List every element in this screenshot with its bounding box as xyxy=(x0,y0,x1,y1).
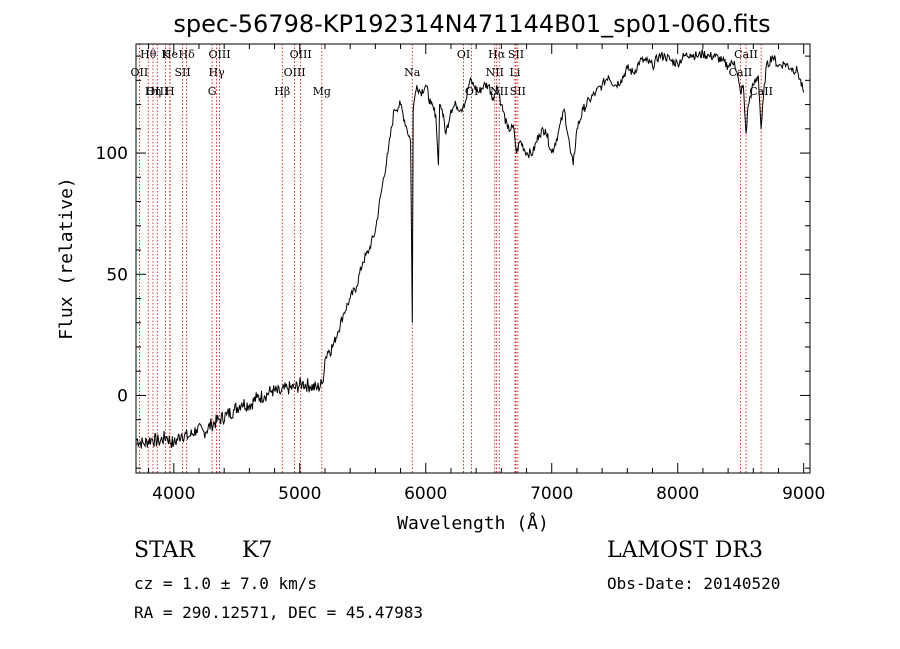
y-axis-label: Flux (relative) xyxy=(56,177,77,340)
x-tick-label: 7000 xyxy=(530,484,573,504)
y-tick-label: 0 xyxy=(117,386,128,406)
line-marker-label: H xyxy=(165,85,175,98)
line-marker-label: Li xyxy=(510,66,521,79)
x-tick-label: 8000 xyxy=(656,484,699,504)
line-marker-label: NII xyxy=(486,66,504,79)
x-axis-label: Wavelength (Å) xyxy=(397,512,549,534)
line-marker-label: SII xyxy=(508,48,524,61)
line-marker-label: OIII xyxy=(146,85,168,98)
x-tick-label: 4000 xyxy=(152,484,195,504)
line-marker-label: OII xyxy=(131,66,149,79)
line-marker-label: SII xyxy=(174,66,190,79)
line-marker-label: OIII xyxy=(208,48,230,61)
line-marker-label: G xyxy=(208,85,217,98)
line-marker-label: OI xyxy=(457,48,470,61)
survey-label: LAMOST DR3 xyxy=(607,538,763,563)
line-marker-label: CaII xyxy=(749,85,773,98)
line-marker-label: K xyxy=(161,48,170,61)
x-tick-label: 5000 xyxy=(278,484,321,504)
x-tick-label: 9000 xyxy=(782,484,825,504)
line-marker-label: Hγ xyxy=(209,66,226,79)
line-marker-label: Hη xyxy=(145,85,161,98)
x-tick-label: 6000 xyxy=(404,484,447,504)
coordinates: RA = 290.12571, DEC = 45.47983 xyxy=(134,603,423,622)
redshift-velocity: cz = 1.0 ± 7.0 km/s xyxy=(134,574,318,593)
object-class: STAR xyxy=(134,538,195,563)
line-marker-label: Mg xyxy=(313,85,331,98)
line-marker-label: OIII xyxy=(290,48,312,61)
y-tick-label: 100 xyxy=(96,144,128,164)
line-marker-label: Hθ xyxy=(140,48,157,61)
object-subclass: K7 xyxy=(242,538,273,563)
plot-frame xyxy=(135,43,811,474)
observation-date: Obs-Date: 20140520 xyxy=(607,574,781,593)
line-marker-label: Hδ xyxy=(179,48,196,61)
line-marker-label: CaII xyxy=(734,48,758,61)
line-marker-label: He xyxy=(162,48,178,61)
y-tick-label: 50 xyxy=(106,265,128,285)
spectrum-line xyxy=(135,49,805,449)
line-marker-label: Na xyxy=(404,66,421,79)
line-marker-label: Hα xyxy=(488,48,506,61)
chart-title: spec-56798-KP192314N471144B01_sp01-060.f… xyxy=(173,10,770,38)
line-marker-label: CaII xyxy=(729,66,753,79)
line-marker-label: OIII xyxy=(284,66,306,79)
line-marker-label: Hβ xyxy=(274,85,290,98)
line-marker-label: SII xyxy=(510,85,526,98)
